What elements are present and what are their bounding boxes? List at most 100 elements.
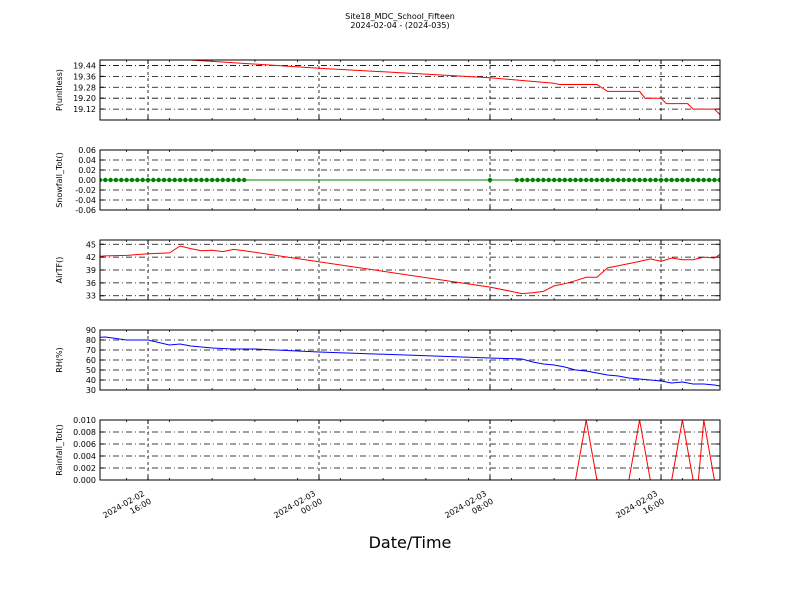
data-point — [723, 178, 727, 182]
y-tick-label: 19.12 — [73, 105, 96, 114]
data-point — [685, 177, 690, 183]
plot-frame — [99, 149, 721, 211]
y-tick-label: 36 — [86, 279, 96, 288]
y-tick-label: 0.00 — [78, 176, 96, 185]
panel: 0.060.040.020.00-0.02-0.04-0.06 Snowfall_… — [50, 146, 796, 215]
y-tick-label: 60 — [86, 356, 96, 365]
data-point — [220, 177, 226, 183]
data-point — [156, 177, 161, 183]
data-point — [712, 177, 717, 183]
plot-frame — [99, 419, 721, 481]
data-point — [129, 177, 135, 183]
data-point — [605, 177, 610, 183]
y-tick-label: 42 — [86, 253, 96, 262]
data-point — [734, 178, 738, 182]
y-tick-label: 0.010 — [73, 416, 96, 425]
data-point — [541, 177, 546, 183]
data-point — [172, 177, 177, 183]
data-point — [653, 177, 658, 183]
y-tick-label: 39 — [86, 266, 96, 275]
series-line — [100, 420, 720, 480]
series-line — [100, 336, 720, 387]
y-axis-label: RH(%) — [55, 347, 64, 372]
data-point — [766, 178, 770, 182]
data-point — [690, 177, 696, 183]
data-point — [600, 177, 605, 183]
data-point — [744, 178, 748, 182]
data-point — [701, 177, 706, 183]
data-point — [637, 177, 642, 183]
y-tick-label: 0.02 — [78, 166, 96, 175]
plot-frame — [99, 239, 721, 301]
data-point — [557, 177, 562, 183]
data-point — [103, 177, 108, 183]
data-point — [739, 178, 743, 182]
data-point — [771, 178, 775, 182]
data-point — [71, 178, 75, 182]
panel: 45 42 39 36 33 AirTF() — [55, 239, 721, 301]
y-tick-label: 45 — [86, 240, 96, 249]
data-point — [583, 177, 589, 183]
data-point — [140, 177, 145, 183]
data-point — [151, 177, 156, 183]
data-point — [108, 177, 113, 183]
y-tick-label: 19.28 — [73, 83, 96, 92]
series — [50, 177, 796, 183]
panel: 19.44 19.36 19.28 19.20 19.12 P(unitless) — [55, 59, 721, 121]
data-point — [225, 177, 231, 183]
data-point — [525, 177, 530, 183]
data-point — [215, 177, 220, 183]
data-point — [100, 177, 103, 183]
data-point — [183, 177, 188, 183]
plot-frame — [99, 59, 721, 121]
y-tick-label: 90 — [86, 326, 96, 335]
data-point — [236, 177, 242, 183]
data-point — [514, 177, 519, 183]
y-tick-label: 19.44 — [73, 61, 96, 70]
data-point — [642, 177, 648, 183]
data-point — [632, 177, 637, 183]
data-point — [562, 177, 568, 183]
data-point — [750, 178, 754, 182]
data-point — [50, 178, 54, 182]
data-point — [241, 177, 247, 183]
data-point — [567, 177, 573, 183]
data-point — [188, 177, 193, 183]
data-point — [626, 177, 632, 183]
series — [100, 420, 720, 480]
data-point — [680, 177, 685, 183]
data-point — [792, 178, 796, 182]
y-tick-label: 0.004 — [73, 452, 96, 461]
data-point — [648, 177, 653, 183]
y-tick-label: 0.008 — [73, 428, 96, 437]
data-point — [487, 177, 493, 183]
y-tick-label: -0.04 — [75, 196, 96, 205]
data-point — [782, 178, 786, 182]
data-point — [535, 177, 541, 183]
data-point — [204, 177, 209, 183]
data-point — [755, 178, 759, 182]
data-point — [669, 177, 674, 183]
data-point — [658, 177, 664, 183]
data-point — [776, 178, 780, 182]
chart-subtitle: 2024-02-04 - (2024-035) — [350, 21, 450, 30]
series — [100, 245, 720, 295]
y-axis-label: P(unitless) — [55, 69, 64, 111]
y-tick-label: 0.002 — [73, 464, 96, 473]
data-point — [594, 177, 600, 183]
series — [184, 60, 720, 115]
y-tick-label: 0.06 — [78, 146, 96, 155]
series-line — [184, 60, 720, 115]
data-point — [589, 177, 594, 183]
data-point — [167, 177, 172, 183]
y-tick-label: 19.36 — [73, 72, 96, 81]
data-point — [145, 177, 151, 183]
y-axis-label: Snowfall_Tot() — [55, 152, 64, 208]
data-point — [621, 177, 626, 183]
data-point — [199, 177, 204, 183]
y-tick-label: 40 — [86, 376, 96, 385]
